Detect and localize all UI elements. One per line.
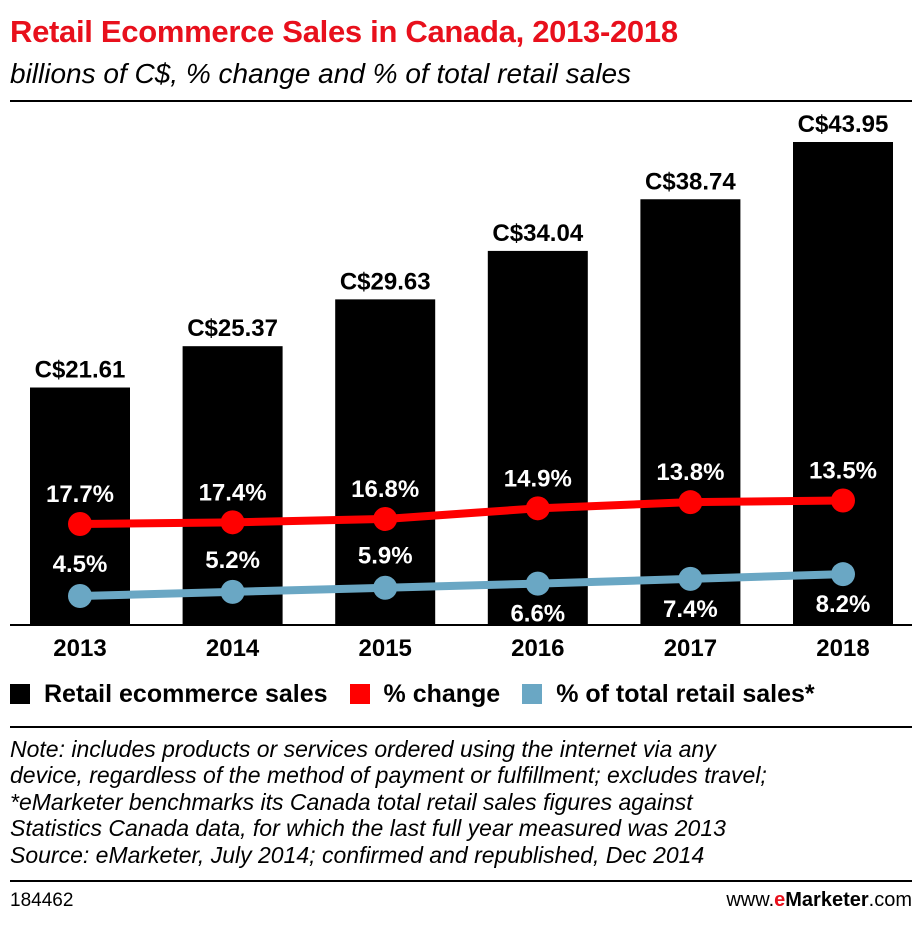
pct-of-total-point bbox=[373, 575, 398, 600]
brand-e: e bbox=[774, 889, 786, 911]
bar bbox=[182, 346, 283, 625]
pct-of-total-label: 7.4% bbox=[663, 596, 718, 623]
pct-of-total-line bbox=[76, 570, 847, 600]
bar-value-label: C$25.37 bbox=[187, 315, 278, 342]
pct-of-total-point bbox=[678, 566, 703, 591]
chart-subtitle: billions of C$, % change and % of total … bbox=[10, 58, 632, 89]
legend-item-share: % of total retail sales* bbox=[522, 679, 815, 709]
bar bbox=[335, 299, 436, 625]
pct-of-total-label: 5.2% bbox=[205, 547, 260, 574]
bar-value-label: C$43.95 bbox=[798, 111, 889, 138]
bar bbox=[793, 142, 893, 625]
pct-change-label: 13.5% bbox=[809, 457, 877, 484]
bar-value-label: C$38.74 bbox=[645, 168, 736, 195]
bar bbox=[487, 250, 588, 625]
legend-item-change: % change bbox=[349, 679, 501, 709]
emarketer-logo: www.eMarketer.com bbox=[726, 889, 912, 912]
x-tick-label: 2017 bbox=[664, 635, 717, 662]
legend-swatch-share bbox=[522, 684, 543, 704]
pct-change-point bbox=[68, 512, 92, 536]
x-tick-label: 2018 bbox=[816, 635, 869, 662]
chart-plot: C$21.61 C$25.37 C$29.63 C$34.04 C$38.74 C$43.… bbox=[10, 111, 912, 662]
legend-item-sales: Retail ecommerce sales bbox=[10, 680, 328, 709]
brand-suffix: .com bbox=[868, 889, 912, 911]
pct-of-total-label: 4.5% bbox=[53, 551, 108, 578]
note-divider bbox=[10, 726, 912, 728]
pct-change-point bbox=[220, 510, 245, 535]
pct-of-total-label: 8.2% bbox=[816, 591, 871, 618]
legend-swatch-sales bbox=[10, 684, 30, 704]
pct-change-line bbox=[76, 496, 847, 528]
chart-id: 184462 bbox=[10, 890, 74, 911]
note-line: Note: includes products or services orde… bbox=[10, 736, 716, 762]
legend-label-share: % of total retail sales* bbox=[556, 679, 815, 708]
chart-note: Note: includes products or services orde… bbox=[10, 736, 915, 868]
x-tick-label: 2013 bbox=[53, 635, 106, 662]
legend-swatch-change bbox=[349, 684, 370, 704]
legend-label-sales: Retail ecommerce sales bbox=[44, 679, 328, 708]
pct-change-point bbox=[678, 490, 703, 515]
pct-of-total-label: 6.6% bbox=[510, 601, 565, 628]
pct-of-total-point bbox=[220, 579, 245, 604]
pct-of-total-point bbox=[525, 571, 550, 596]
pct-change-label: 13.8% bbox=[656, 459, 724, 486]
source-line: Source: eMarketer, July 2014; confirmed … bbox=[10, 841, 705, 868]
chart-title: Retail Ecommerce Sales in Canada, 2013-2… bbox=[10, 14, 678, 49]
legend: Retail ecommerce sales % change % of tot… bbox=[10, 672, 837, 716]
x-tick-label: 2015 bbox=[359, 635, 412, 662]
pct-change-point bbox=[373, 506, 398, 531]
pct-change-label: 17.7% bbox=[46, 481, 114, 508]
pct-of-total-label: 5.9% bbox=[358, 543, 413, 570]
x-tick-label: 2016 bbox=[511, 635, 564, 662]
brand-name: Marketer bbox=[785, 889, 869, 911]
footer-divider bbox=[10, 880, 912, 882]
pct-change-label: 14.9% bbox=[504, 465, 572, 492]
note-line: *eMarketer benchmarks its Canada total r… bbox=[10, 788, 693, 815]
pct-change-point bbox=[525, 496, 550, 521]
x-tick-label: 2014 bbox=[206, 635, 260, 662]
bar bbox=[640, 199, 741, 625]
legend-label-change: % change bbox=[383, 679, 501, 708]
bar-value-label: C$34.04 bbox=[492, 220, 583, 247]
pct-change-label: 16.8% bbox=[351, 476, 419, 503]
pct-of-total-point bbox=[831, 562, 855, 587]
bar-value-label: C$29.63 bbox=[340, 268, 431, 295]
pct-of-total-point bbox=[68, 584, 92, 608]
bar-value-label: C$21.61 bbox=[35, 357, 126, 384]
pct-change-point bbox=[831, 488, 855, 513]
note-line: Statistics Canada data, for which the la… bbox=[10, 815, 726, 842]
top-divider bbox=[10, 100, 912, 102]
pct-change-label: 17.4% bbox=[199, 479, 267, 506]
brand-prefix: www. bbox=[726, 889, 775, 911]
note-line: device, regardless of the method of paym… bbox=[10, 762, 767, 789]
